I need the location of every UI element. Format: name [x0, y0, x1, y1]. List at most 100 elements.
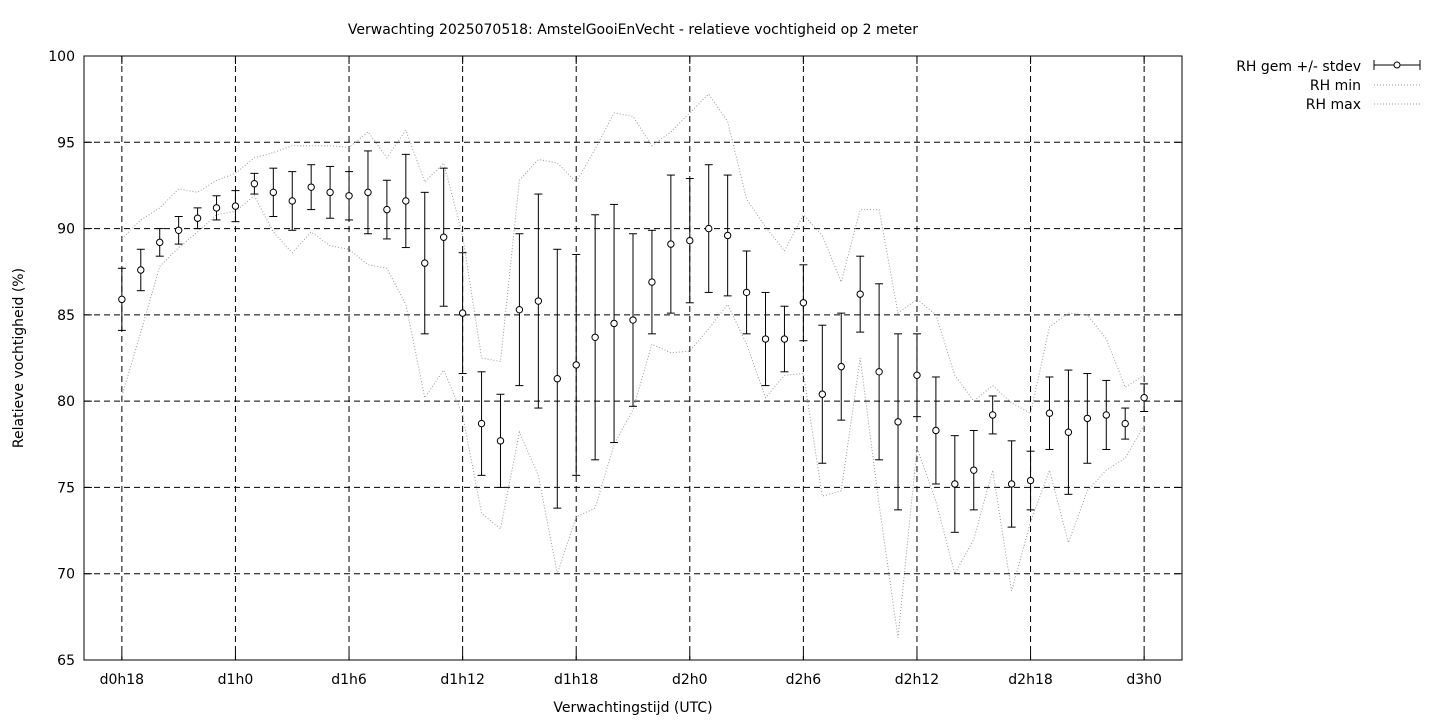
y-tick-label: 85 [57, 308, 75, 324]
plot-border [83, 55, 1183, 661]
errorbar-point [458, 252, 467, 375]
mean-marker [1007, 480, 1016, 488]
mean-marker [591, 333, 599, 341]
legend-label-min: RH min [1310, 78, 1361, 94]
mean-marker [875, 368, 883, 376]
mean-marker [534, 297, 543, 305]
mean-marker [856, 290, 864, 298]
mean-marker [951, 480, 959, 488]
x-axis-label: Verwachtingstijd (UTC) [553, 700, 712, 716]
mean-marker [572, 361, 580, 369]
legend-label-mean: RH gem +/- stdev [1236, 59, 1361, 75]
errorbar-point [950, 435, 959, 533]
mean-marker [686, 236, 694, 245]
mean-marker [970, 466, 978, 474]
mean-marker [250, 180, 259, 188]
rh-min-line [121, 195, 1145, 638]
errorbar-point [363, 150, 372, 235]
x-tick-label: d1h18 [554, 672, 598, 688]
errorbar-point [439, 167, 448, 307]
x-tick-labels: d0h18 d1h0 d1h6 d1h12 d1h18 d2h0 d2h6 d2h12 d2h1… [100, 672, 1162, 688]
mean-marker [913, 371, 921, 379]
errorbar-point [799, 264, 808, 342]
errorbar-point [704, 164, 713, 293]
errorbar-point [723, 174, 732, 297]
errorbar-point [742, 250, 751, 335]
errorbar-point [647, 229, 656, 335]
mean-marker [193, 214, 202, 222]
mean-marker [667, 240, 675, 248]
errorbar-point [1102, 379, 1111, 450]
x-tick-label: d1h6 [331, 672, 367, 688]
errorbar-point [250, 172, 259, 195]
errorbar-point [288, 171, 297, 231]
mean-marker [648, 278, 656, 286]
mean-marker [610, 319, 618, 328]
mean-marker [553, 375, 561, 383]
errorbar-point [326, 165, 335, 219]
errorbar-point [420, 191, 429, 335]
axis-ticks [84, 55, 1182, 661]
mean-marker [383, 205, 391, 214]
mean-marker [345, 192, 353, 200]
errorbar-point [231, 190, 240, 223]
errorbar-point [212, 195, 221, 221]
mean-marker [629, 316, 637, 324]
errorbar-point [345, 171, 354, 221]
mean-marker [156, 238, 164, 247]
mean-marker [515, 305, 524, 314]
errorbar-point [496, 393, 505, 488]
errorbar-point [136, 248, 145, 292]
errorbar-point [307, 164, 316, 211]
mean-marker [118, 295, 126, 304]
errorbar-point [174, 215, 183, 245]
x-tick-label: d2h0 [672, 672, 708, 688]
errorbar-point [591, 214, 600, 461]
errorbar-point [477, 371, 486, 476]
errorbar-point [666, 174, 675, 314]
mean-marker [1121, 419, 1129, 428]
mean-marker [174, 226, 183, 234]
y-tick-label: 70 [57, 567, 75, 583]
errorbar-point [401, 153, 410, 249]
legend-label-max: RH max [1306, 97, 1361, 113]
errorbar-point [761, 291, 770, 387]
x-tick-label: d0h18 [100, 672, 144, 688]
mean-marker [1026, 476, 1035, 485]
mean-marker [1064, 428, 1073, 436]
mean-marker [326, 188, 334, 197]
mean-marker [137, 266, 145, 274]
mean-marker [439, 233, 448, 241]
errorbar-point [1140, 383, 1149, 412]
mean-marker [988, 411, 997, 419]
series-rh-mean [117, 150, 1149, 533]
x-tick-label: d3h0 [1126, 672, 1162, 688]
mean-marker [421, 259, 429, 267]
mean-marker [458, 309, 467, 317]
series-rh-min [121, 195, 1145, 638]
errorbar-point [780, 305, 789, 373]
mean-marker [288, 197, 296, 205]
errorbar-point [1121, 407, 1130, 440]
errorbar-point [818, 324, 827, 464]
mean-marker [780, 335, 789, 343]
errorbar-point [515, 233, 524, 387]
x-tick-label: d1h12 [440, 672, 484, 688]
legend-swatch-mean [1373, 60, 1421, 70]
y-tick-label: 90 [57, 222, 75, 238]
y-tick-labels: 65 70 75 80 85 90 95 100 [48, 49, 75, 669]
mean-marker [705, 224, 713, 233]
x-tick-label: d2h6 [786, 672, 822, 688]
errorbar-point [629, 233, 637, 407]
mean-marker [761, 335, 770, 343]
errorbar-point [534, 193, 543, 409]
errorbar-point [1026, 450, 1035, 511]
mean-marker [402, 197, 410, 205]
mean-marker [1083, 414, 1092, 423]
errorbar-point [572, 253, 581, 476]
errorbar-point [117, 267, 126, 331]
errorbar-point [856, 255, 865, 333]
errorbar-point [912, 333, 921, 418]
